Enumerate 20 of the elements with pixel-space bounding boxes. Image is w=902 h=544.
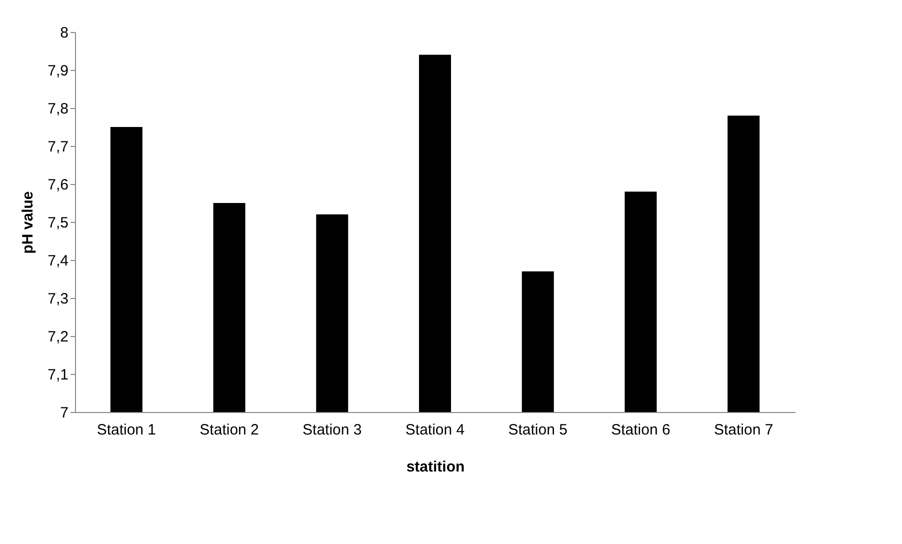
y-tick-label: 7,3	[48, 290, 68, 308]
x-tick-label: Station 2	[200, 422, 259, 438]
y-tick-label: 8	[60, 24, 68, 42]
y-tick-label: 7,5	[48, 214, 68, 232]
x-tick-label: Station 1	[96, 422, 156, 438]
x-tick-label: Station 3	[302, 422, 362, 438]
x-tick-label: Station 4	[405, 422, 465, 438]
y-tick-label: 7,9	[48, 62, 68, 80]
y-tick-label: 7,4	[48, 252, 68, 270]
y-tick-label: 7	[60, 404, 68, 422]
y-axis-title: pH value	[20, 191, 37, 254]
x-tick-label: Station 5	[508, 422, 568, 438]
y-tick-label: 7,2	[48, 328, 68, 346]
y-tick-label: 7,6	[48, 176, 68, 194]
x-tick-label: Station 6	[611, 422, 670, 438]
y-tick-label: 7,1	[48, 366, 68, 384]
x-tick-label: Station 7	[714, 422, 774, 438]
y-tick-label: 7,7	[48, 138, 68, 156]
x-axis-title: statition	[406, 458, 465, 476]
y-tick-label: 7,8	[48, 100, 68, 118]
